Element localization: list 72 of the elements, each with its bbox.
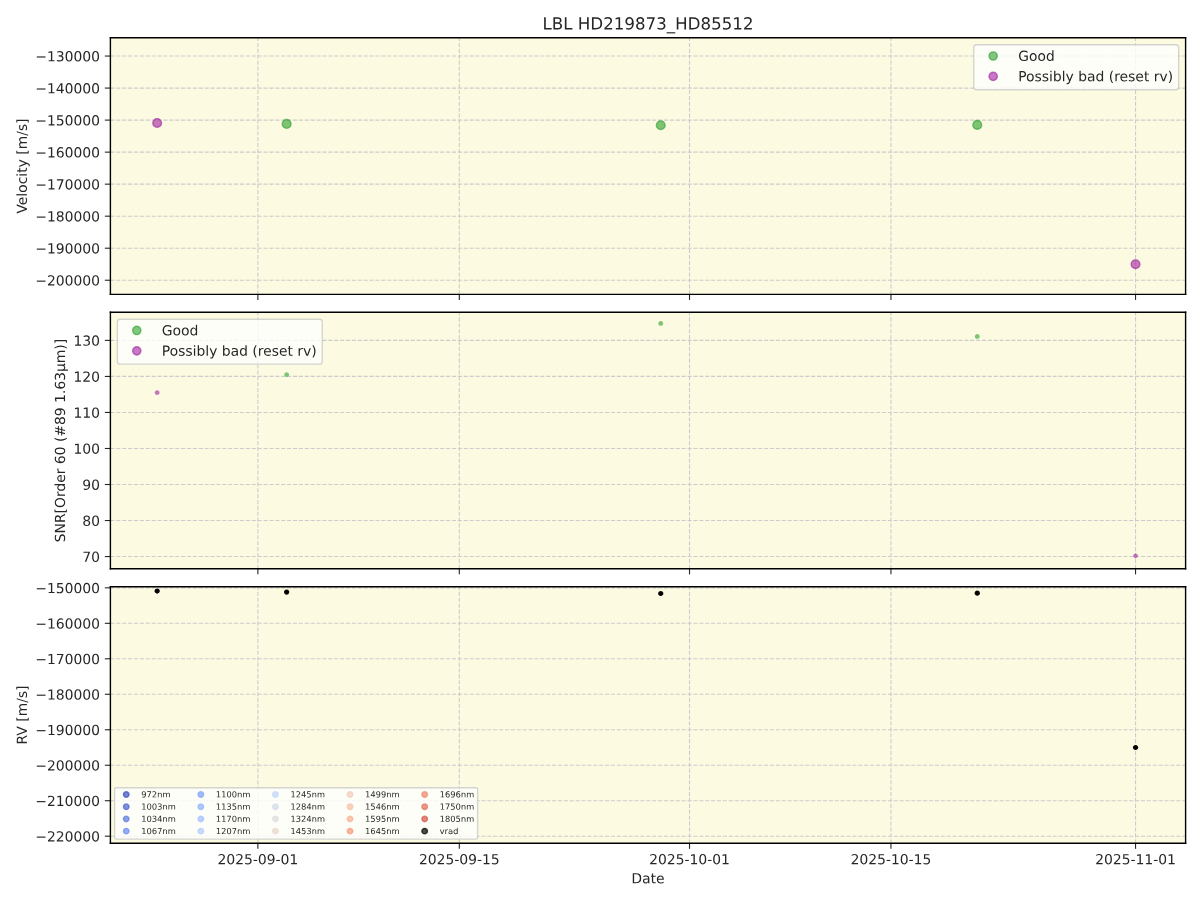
legend-label: 1499nm <box>365 791 399 798</box>
point <box>658 321 664 326</box>
y-tick-label: −210000 <box>36 795 100 807</box>
y-tick-label: −160000 <box>36 147 100 158</box>
legend-label: 1207nm <box>216 827 250 835</box>
point <box>281 118 292 130</box>
y-tick-label: −160000 <box>36 618 100 629</box>
y-tick-label: −150000 <box>36 115 100 126</box>
point <box>1133 553 1138 559</box>
y-tick-label: −190000 <box>36 243 100 254</box>
x-tick-label: 2025-09-01 <box>218 853 297 865</box>
point <box>1130 259 1141 270</box>
legend-label: Possibly bad (reset rv) <box>1019 70 1172 85</box>
legend-label: Possibly bad (reset rv) <box>163 345 316 359</box>
legend-label: 1324nm <box>291 815 325 822</box>
y-tick-label: 80 <box>83 515 100 527</box>
legend-label: 1034nm <box>142 815 176 822</box>
legend-label: 1284nm <box>291 803 325 810</box>
legend-label: Good <box>1018 50 1054 62</box>
legend-label: vrad <box>439 827 458 835</box>
x-axis-title: Date <box>632 873 664 884</box>
point <box>974 334 980 339</box>
legend-label: 1135nm <box>216 803 250 810</box>
legend-label: 1595nm <box>365 815 399 822</box>
x-tick-label: 2025-10-01 <box>650 853 729 865</box>
y-tick-label: 130 <box>75 335 100 346</box>
y-tick-label: −140000 <box>36 83 100 94</box>
legend-label: 1546nm <box>365 803 399 810</box>
y-tick-label: −200000 <box>36 275 100 286</box>
point <box>1132 744 1139 751</box>
y-tick-label: −190000 <box>36 724 100 736</box>
legend-label: Good <box>162 324 198 336</box>
point <box>972 119 983 130</box>
legend-label: 1750nm <box>440 803 474 810</box>
legend-label: 1100nm <box>216 791 250 798</box>
x-tick-label: 2025-11-01 <box>1096 853 1175 865</box>
y-tick-label: 110 <box>75 407 100 418</box>
legend-label: 1453nm <box>291 827 325 835</box>
y-tick-label: −150000 <box>36 582 100 594</box>
y-tick-label: 70 <box>83 551 100 563</box>
y-axis-title: Velocity [m/s] <box>16 119 30 214</box>
legend-label: 1805nm <box>440 815 474 822</box>
y-tick-label: 90 <box>83 479 100 490</box>
point <box>154 390 160 396</box>
legend-label: 1245nm <box>291 791 325 798</box>
y-tick-label: −130000 <box>36 51 100 62</box>
point <box>154 588 160 594</box>
point <box>152 117 163 129</box>
y-axis-title: SNR[Order 60 (#89 1.63μm)] <box>54 339 68 542</box>
y-tick-label: −180000 <box>36 211 100 222</box>
y-tick-label: −200000 <box>36 760 100 771</box>
chart-title: LBL HD219873_HD85512 <box>544 17 752 34</box>
point <box>284 372 290 378</box>
legend-label: 1696nm <box>440 791 474 798</box>
x-tick-label: 2025-09-15 <box>419 853 499 865</box>
x-tick-label: 2025-10-15 <box>851 853 931 865</box>
legend-label: 1003nm <box>142 803 176 810</box>
point <box>974 590 980 596</box>
point <box>655 120 666 131</box>
y-tick-label: −170000 <box>36 179 100 190</box>
legend-label: 1645nm <box>365 827 399 835</box>
legend-label: 972nm <box>141 791 170 798</box>
legend-label: 1170nm <box>216 815 250 822</box>
legend-label: 1067nm <box>142 827 176 835</box>
point <box>284 589 290 595</box>
y-tick-label: −170000 <box>36 653 100 665</box>
y-tick-label: 120 <box>75 371 100 382</box>
y-axis-title: RV [m/s] <box>16 686 29 744</box>
y-tick-label: 100 <box>75 443 100 454</box>
y-tick-label: −220000 <box>36 831 100 842</box>
y-tick-label: −180000 <box>36 689 100 700</box>
point <box>658 590 664 597</box>
